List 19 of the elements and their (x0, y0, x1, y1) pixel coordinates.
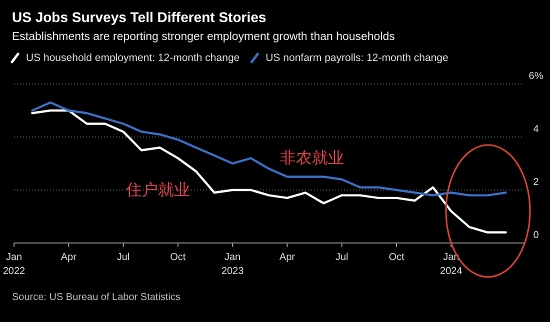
x-tick-label: Oct (170, 252, 186, 263)
y-tick-label: 0 (533, 230, 540, 241)
annotation: 非农就业 (280, 148, 344, 167)
y-tick-label: 6% (528, 71, 544, 82)
legend-label: US nonfarm payrolls: 12-month change (266, 52, 448, 64)
x-tick-label: Jul (116, 252, 130, 263)
x-tick-label: Jan 2022 (2, 252, 26, 277)
y-tick-label: 2 (533, 177, 540, 188)
y-tick-label: 4 (533, 124, 540, 135)
annotation: 住户就业 (125, 180, 190, 199)
x-tick-label: Apr (60, 252, 78, 263)
x-tick-label: Jan 2023 (221, 252, 244, 277)
chart-title: US Jobs Surveys Tell Different Stories (12, 9, 266, 25)
chart-subtitle: Establishments are reporting stronger employment growth than households (12, 31, 396, 43)
x-tick-label: Jul (335, 252, 348, 263)
x-tick-label: Oct (388, 252, 404, 263)
x-tick-label: Apr (279, 252, 296, 263)
source-note: Source: US Bureau of Labor Statistics (12, 292, 180, 303)
legend-label: US household employment: 12-month change (26, 52, 240, 64)
